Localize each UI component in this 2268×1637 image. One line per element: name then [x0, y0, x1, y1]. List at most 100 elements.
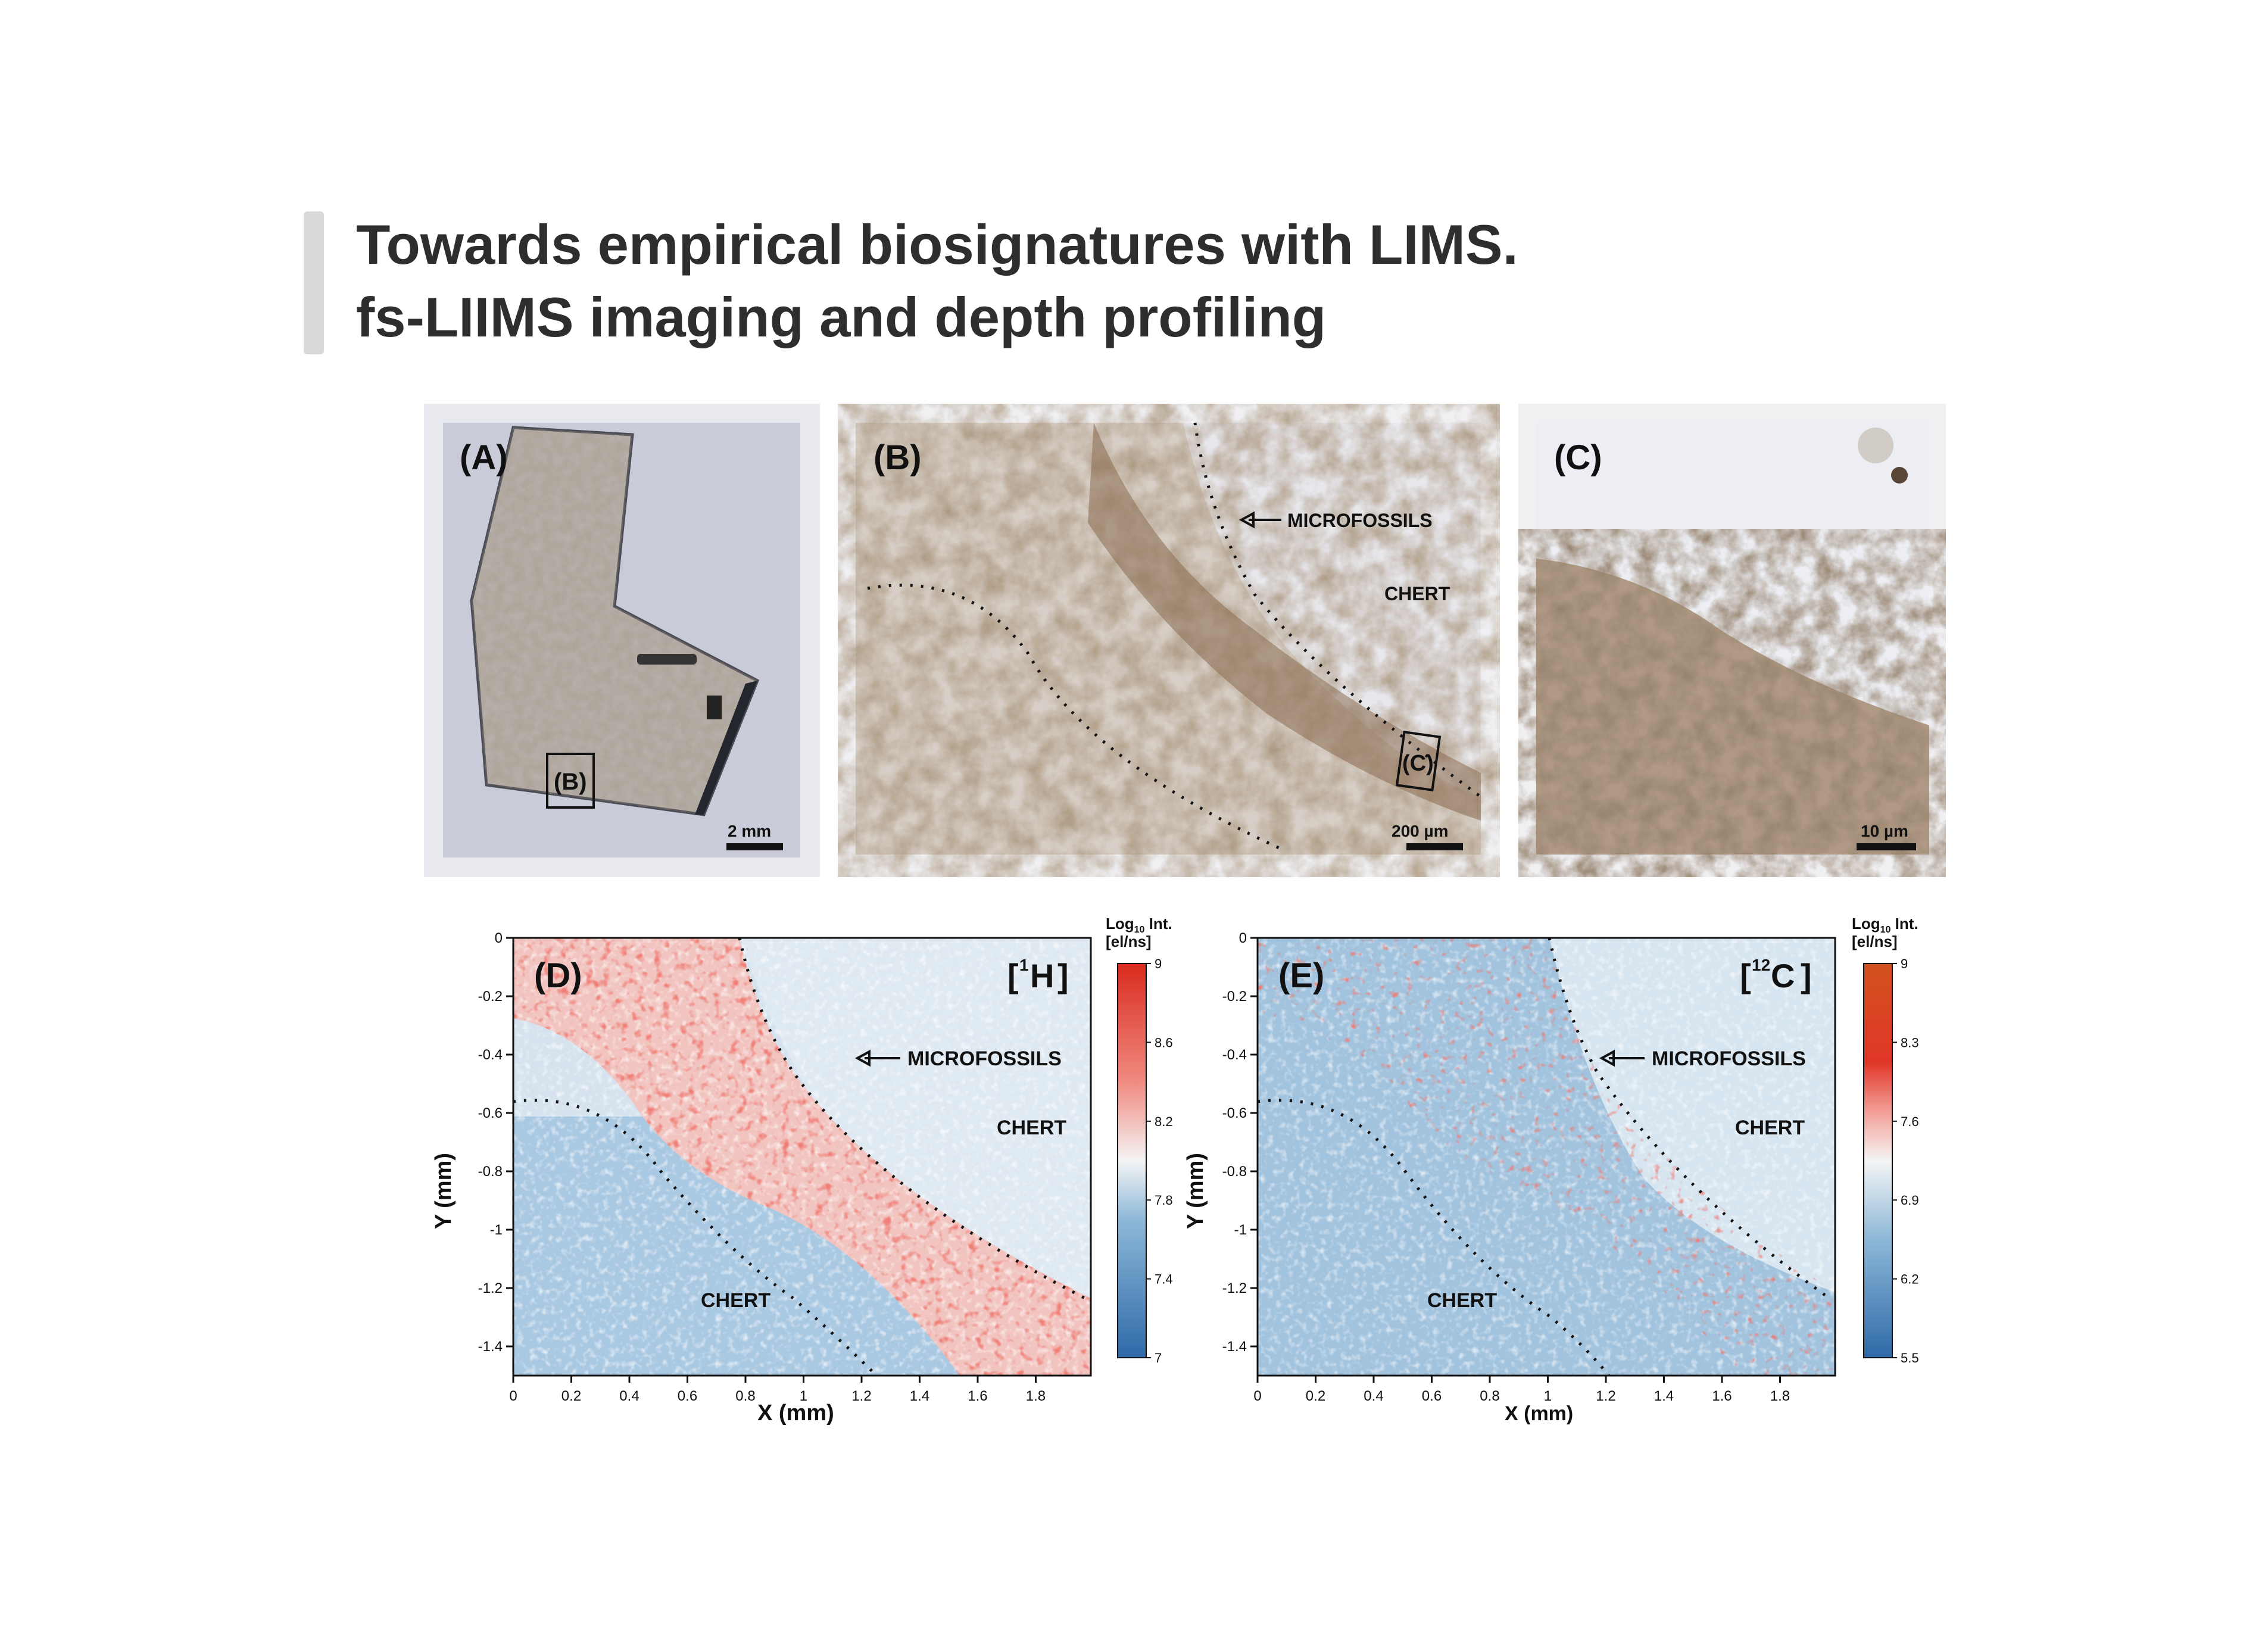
title-accent-bar [304, 211, 324, 354]
panel-d-microfossils-arrow [854, 1049, 900, 1067]
x-tick-label: 0 [1253, 1388, 1261, 1404]
panel-d-colorbar-unit: [el/ns] [1106, 933, 1152, 950]
panel-a-photo: (A) (B) 2 mm [424, 404, 820, 877]
panel-d-plot-frame [512, 937, 1092, 1377]
colorbar-tick-label: 6.9 [1901, 1193, 1919, 1208]
panel-e-colorbar-ticks: 9 8.3 7.6 6.9 6.2 5.5 [1892, 956, 1919, 1365]
panel-e-x-ticks: 0 0.2 0.4 0.6 0.8 1 1.2 1.4 1.6 1.8 [1253, 1376, 1790, 1404]
y-tick-label: 0 [1239, 930, 1247, 946]
x-tick-label: 1.4 [1654, 1388, 1674, 1404]
panel-d-x-ticks: 0 0.2 0.4 0.6 0.8 1 1.2 1.4 1.6 1.8 [509, 1376, 1046, 1404]
y-tick-label: -0.8 [478, 1164, 503, 1180]
panel-c-photo: (C) 10 µm [1518, 404, 1946, 877]
x-tick-label: 1.2 [1596, 1388, 1615, 1404]
x-tick-label: 0.4 [1364, 1388, 1383, 1404]
y-tick-label: -0.6 [478, 1105, 503, 1121]
panel-d-y-axis-label: Y (mm) [431, 1153, 456, 1229]
x-tick-label: 0 [509, 1388, 517, 1404]
panel-d-map: 0 0.2 0.4 0.6 0.8 1 1.2 1.4 1.6 1.8 0 -0.2 -0.4 -0.6… [424, 911, 1186, 1435]
panel-e-plot-frame [1256, 937, 1836, 1377]
svg-text:]: ] [1801, 957, 1812, 994]
panel-b-photo: (B) (C) MICROFOSSILS CHERT 200 µm [838, 404, 1500, 877]
panel-a-label: (A) [460, 438, 508, 477]
y-tick-label: -0.8 [1222, 1164, 1247, 1180]
colorbar-tick-label: 6.2 [1901, 1272, 1919, 1287]
panel-e-y-axis-label: Y (mm) [1183, 1153, 1208, 1229]
panel-b-microfossils-arrow [1238, 511, 1281, 529]
x-tick-label: 1 [1544, 1388, 1552, 1404]
panel-a-scale-label: 2 mm [728, 822, 771, 840]
panel-e-colorbar-title: Log10 Int. [1852, 915, 1918, 935]
panel-a-scale-bar [726, 843, 783, 850]
x-tick-label: 1.6 [1712, 1388, 1732, 1404]
colorbar-tick-label: 9 [1155, 956, 1162, 971]
y-tick-label: 0 [495, 930, 503, 946]
y-tick-label: -1 [1234, 1222, 1247, 1238]
panel-e-isotope-mass: 12 [1752, 956, 1770, 974]
panel-d-x-axis-label: X (mm) [757, 1401, 834, 1426]
y-tick-label: -0.2 [1222, 989, 1247, 1005]
slide-title: Towards empirical biosignatures with LIM… [356, 208, 1518, 354]
colorbar-tick-label: 5.5 [1901, 1351, 1919, 1365]
panel-b-inset-label: (C) [1402, 751, 1434, 776]
x-tick-label: 0.2 [561, 1388, 581, 1404]
colorbar-tick-label: 7.8 [1155, 1193, 1173, 1208]
panel-d-label: (D) [534, 956, 582, 995]
panel-a-inset-label: (B) [554, 769, 587, 795]
x-tick-label: 0.4 [619, 1388, 639, 1404]
panel-b-chert-label: CHERT [1384, 583, 1450, 604]
colorbar-tick-label: 7.4 [1155, 1272, 1173, 1287]
panel-b-scale-bar [1406, 843, 1463, 850]
y-tick-label: -0.6 [1222, 1105, 1247, 1121]
x-tick-label: 1.8 [1026, 1388, 1046, 1404]
panel-e-colorbar-unit: [el/ns] [1852, 933, 1898, 950]
panel-e-colorbar [1863, 963, 1893, 1358]
panel-d-colorbar-title: Log10 Int. [1106, 915, 1172, 935]
panel-d-chert-lower: CHERT [701, 1289, 770, 1312]
x-tick-label: 0.8 [1480, 1388, 1499, 1404]
y-tick-label: -1.2 [1222, 1280, 1247, 1296]
panel-d-colorbar-ticks: 9 8.6 8.2 7.8 7.4 7 [1146, 956, 1173, 1365]
y-tick-label: -0.4 [1222, 1047, 1247, 1063]
panel-e-chert-lower: CHERT [1427, 1289, 1497, 1312]
panel-b-label: (B) [873, 438, 922, 477]
x-tick-label: 1.6 [968, 1388, 987, 1404]
colorbar-tick-label: 9 [1901, 956, 1908, 971]
colorbar-tick-label: 8.6 [1155, 1035, 1173, 1050]
panel-d-microfossils-label: MICROFOSSILS [907, 1047, 1062, 1070]
panel-c-scale-label: 10 µm [1861, 822, 1908, 840]
x-tick-label: 0.8 [735, 1388, 755, 1404]
x-tick-label: 0.6 [678, 1388, 697, 1404]
y-tick-label: -1.2 [478, 1280, 503, 1296]
y-tick-label: -0.4 [478, 1047, 503, 1063]
title-line-1: Towards empirical biosignatures with LIM… [356, 213, 1518, 276]
colorbar-tick-label: 8.3 [1901, 1035, 1919, 1050]
colorbar-tick-label: 7.6 [1901, 1114, 1919, 1129]
panel-c-scale-bar [1857, 843, 1916, 850]
x-tick-label: 1 [800, 1388, 807, 1404]
panel-e-chert-upper: CHERT [1735, 1117, 1805, 1139]
y-tick-label: -1.4 [1222, 1339, 1247, 1355]
y-tick-label: -1.4 [478, 1339, 503, 1355]
svg-text:[: [ [1740, 957, 1751, 994]
svg-text:]: ] [1057, 957, 1069, 994]
panel-e-microfossils-label: MICROFOSSILS [1652, 1047, 1806, 1070]
svg-text:[: [ [1007, 957, 1019, 994]
panel-e-y-ticks: 0 -0.2 -0.4 -0.6 -0.8 -1 -1.2 -1.4 [1222, 930, 1258, 1355]
colorbar-tick-label: 7 [1155, 1351, 1162, 1365]
x-tick-label: 1.4 [910, 1388, 929, 1404]
panel-e-isotope-symbol: C [1771, 957, 1795, 994]
panel-e-x-axis-label: X (mm) [1505, 1402, 1573, 1425]
panel-b-scale-label: 200 µm [1392, 822, 1449, 840]
colorbar-tick-label: 8.2 [1155, 1114, 1173, 1129]
title-line-2: fs-LIIMS imaging and depth profiling [356, 286, 1327, 348]
x-tick-label: 0.2 [1306, 1388, 1325, 1404]
y-tick-label: -1 [490, 1222, 503, 1238]
panel-e-label: (E) [1278, 956, 1324, 995]
x-tick-label: 1.8 [1770, 1388, 1790, 1404]
panel-b-microfossils-label: MICROFOSSILS [1287, 510, 1433, 531]
panel-d-isotope-mass: 1 [1019, 956, 1029, 974]
panel-e-microfossils-arrow [1599, 1049, 1645, 1067]
panel-c-label: (C) [1554, 438, 1602, 477]
x-tick-label: 0.6 [1422, 1388, 1442, 1404]
